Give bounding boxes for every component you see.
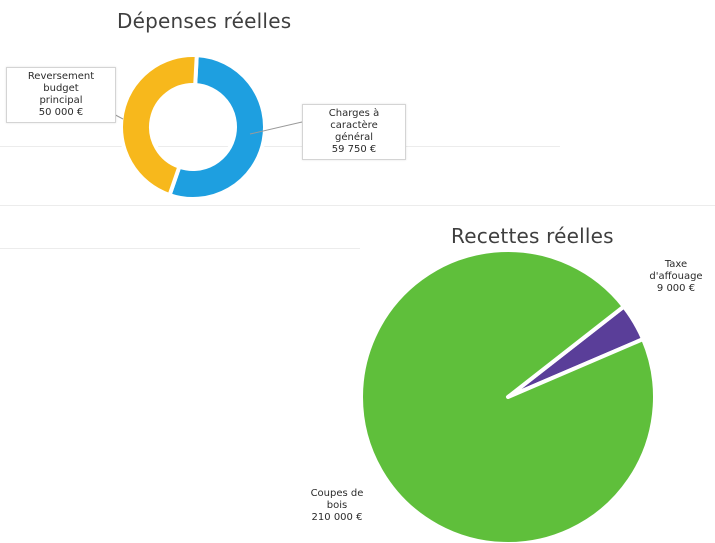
label-line: Charges à bbox=[328, 108, 380, 119]
leader-line bbox=[249, 121, 303, 135]
scan-line bbox=[0, 146, 560, 147]
label-line: Coupes de bbox=[310, 488, 364, 499]
label-line: 210 000 € bbox=[311, 512, 363, 523]
label-line: Taxe bbox=[664, 259, 688, 270]
label-line: caractère bbox=[330, 120, 378, 131]
scan-line bbox=[0, 205, 715, 206]
slice-label-taxe: Taxe d'affouage 9 000 € bbox=[640, 259, 712, 295]
slice-label-coupes: Coupes de bois 210 000 € bbox=[304, 488, 370, 524]
scan-line bbox=[0, 248, 360, 249]
slice-reversement bbox=[119, 53, 199, 198]
label-line: d'affouage bbox=[649, 271, 703, 282]
label-line: général bbox=[334, 132, 373, 143]
label-line: bois bbox=[326, 500, 348, 511]
slice-label-charges: Charges à caractère général 59 750 € bbox=[302, 104, 406, 160]
slice-charges bbox=[167, 53, 267, 201]
chart-title-depenses: Dépenses réelles bbox=[117, 9, 292, 33]
label-line: Reversement bbox=[27, 71, 95, 82]
slice-coupes bbox=[359, 248, 657, 543]
chart-title-recettes: Recettes réelles bbox=[451, 224, 614, 248]
chart-recettes bbox=[359, 248, 657, 543]
label-line: principal bbox=[39, 95, 83, 106]
label-line: budget bbox=[43, 83, 79, 94]
label-line: 59 750 € bbox=[331, 144, 377, 155]
label-line: 50 000 € bbox=[38, 107, 84, 118]
slice-label-reversement: Reversement budget principal 50 000 € bbox=[6, 67, 116, 123]
label-line: 9 000 € bbox=[656, 283, 696, 294]
chart-depenses bbox=[119, 53, 267, 201]
